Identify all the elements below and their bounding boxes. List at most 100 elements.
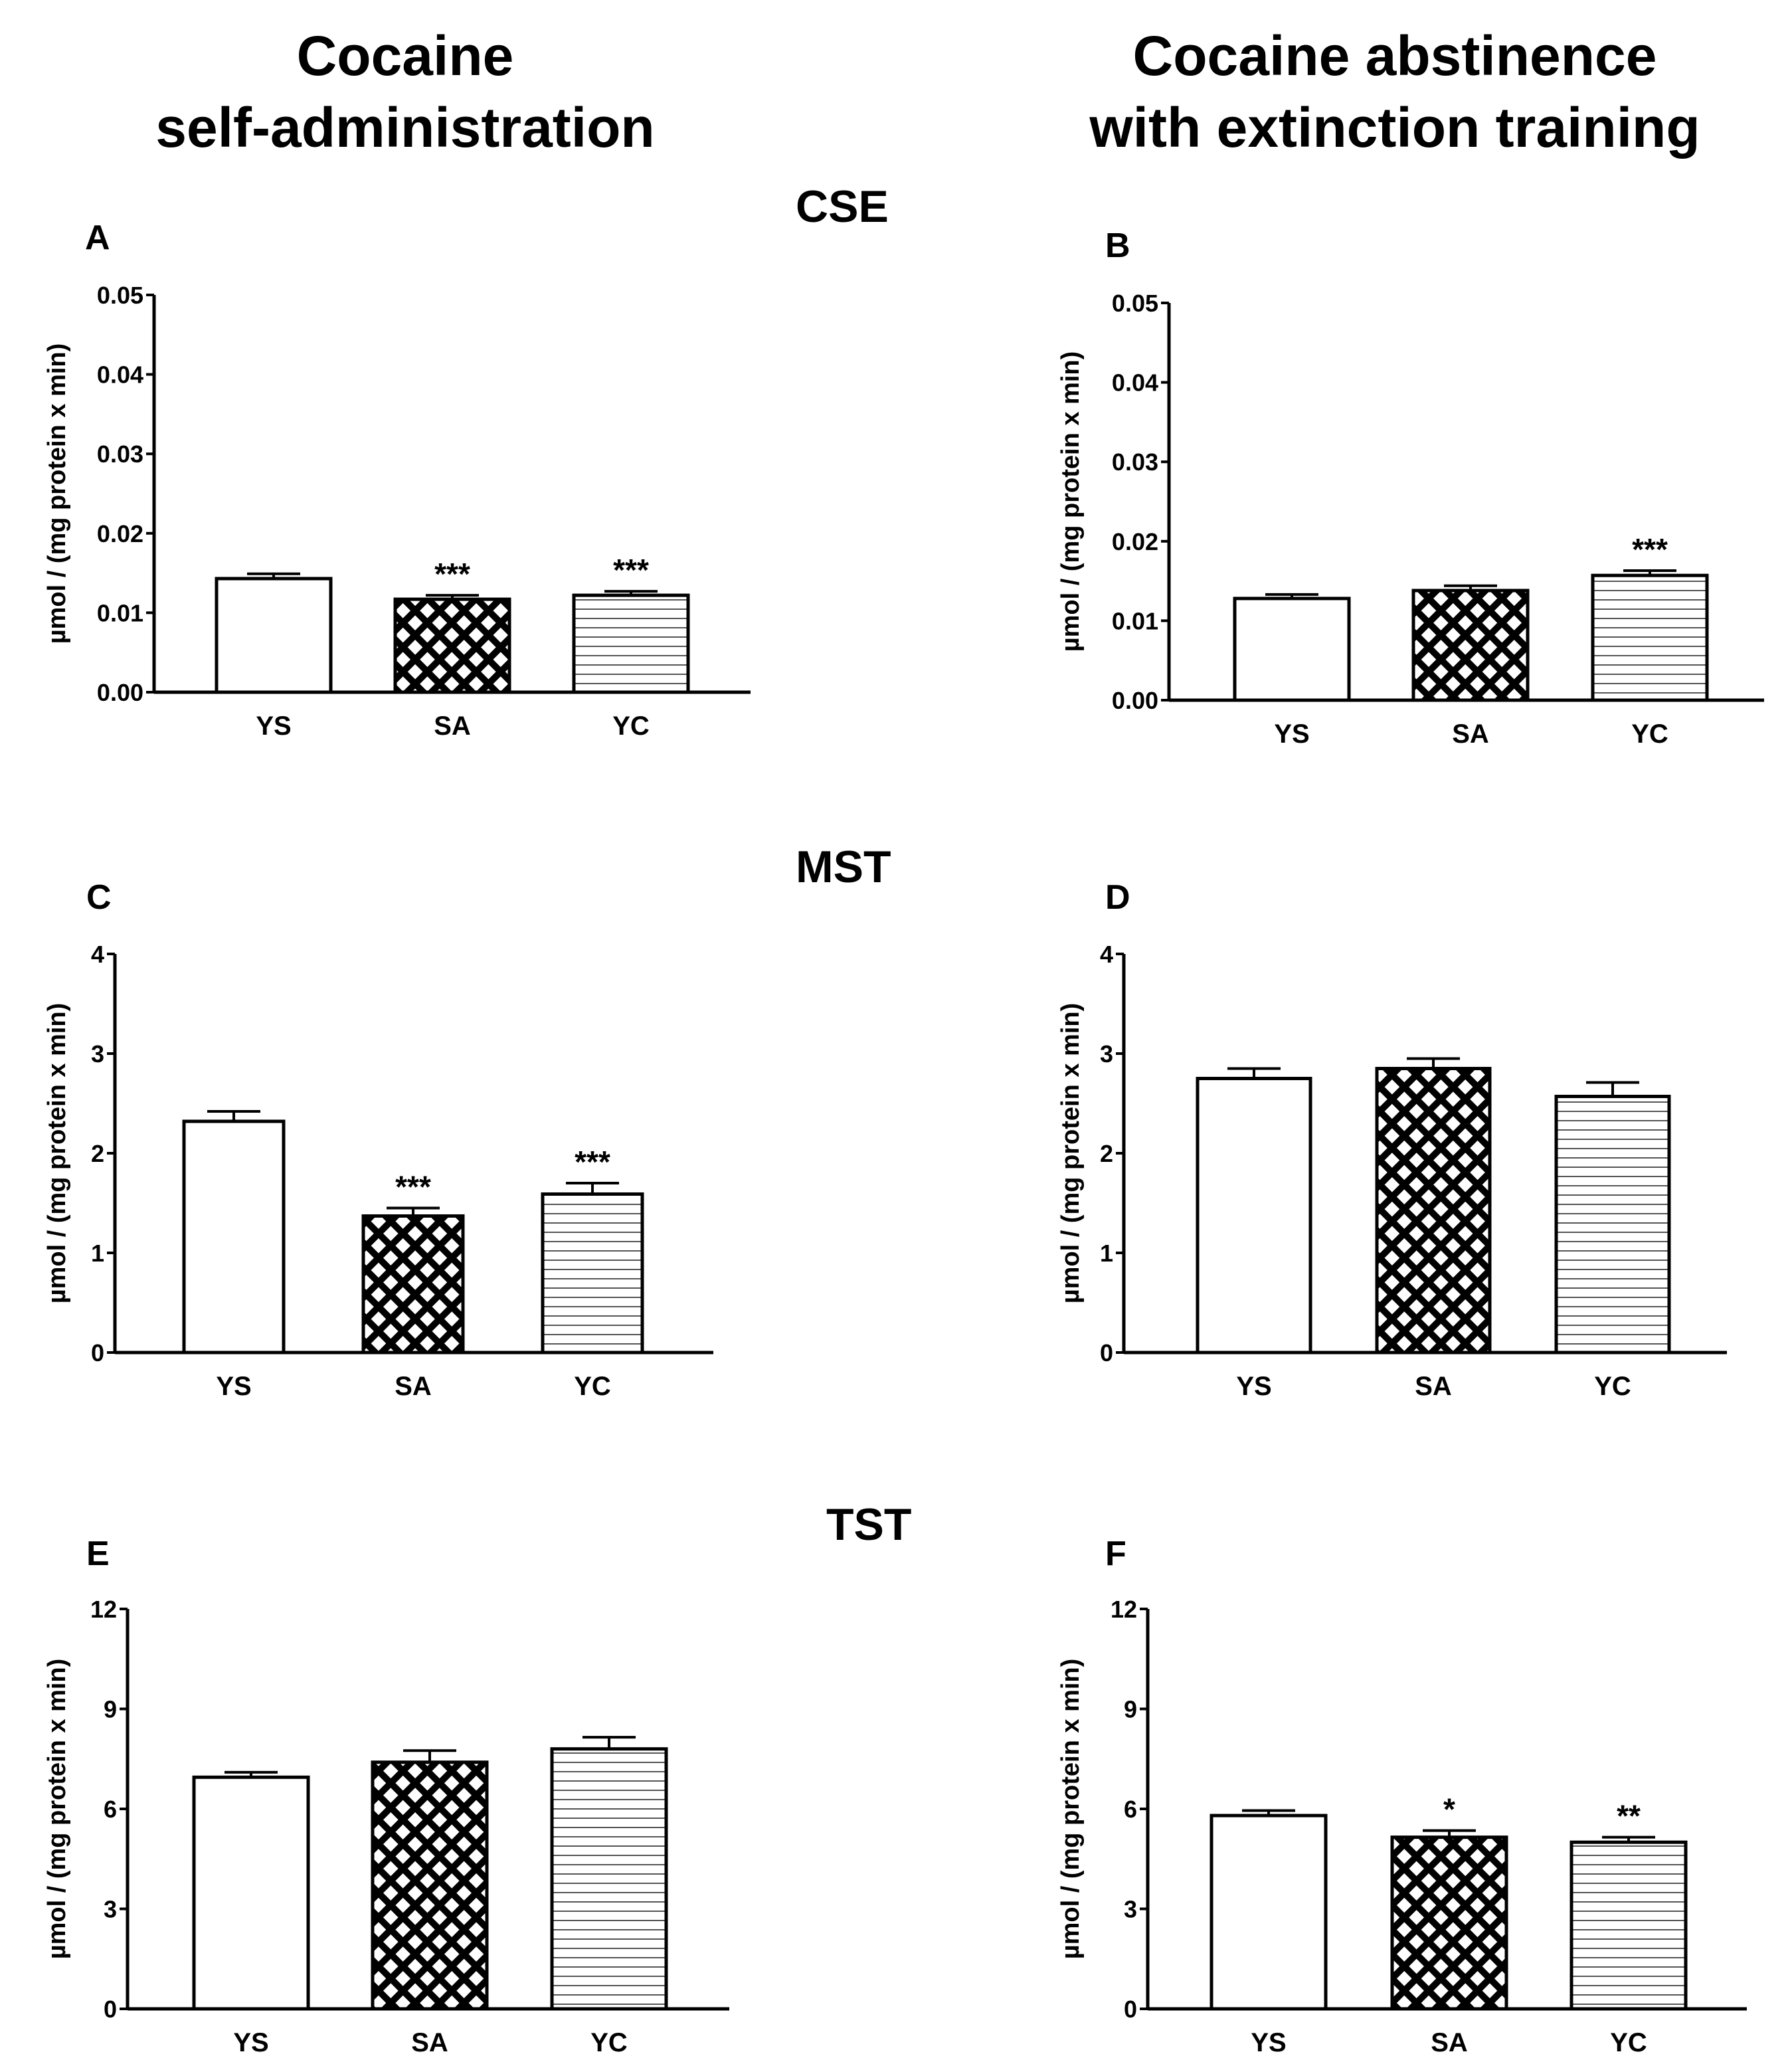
column-title-line-2: with extinction training [1089,96,1700,159]
y-tick-label: 9 [104,1696,117,1723]
bar-ys [215,577,333,694]
bar-sa [1390,1835,1508,2011]
bar-yc [550,1747,668,2011]
bar-yc [1554,1095,1671,1355]
category-label-ys: YS [1274,719,1309,749]
category-label-ys: YS [256,711,291,741]
y-tick-label: 0 [104,1996,117,2023]
y-tick-label: 0.04 [97,361,143,389]
panel-letter-b: B [1105,227,1130,265]
y-tick-label: 2 [1100,1140,1113,1167]
significance-marker-sa: * [1443,1792,1455,1827]
y-tick-label: 0.01 [1112,607,1158,634]
y-tick-label: 3 [1100,1040,1113,1068]
category-label-sa: SA [1431,2028,1468,2057]
column-title-abstinence: Cocaine abstinence with extinction train… [1030,20,1760,163]
bar-ys [192,1775,310,2011]
bar-yc [572,593,690,694]
panel-letter-e: E [86,1535,110,1573]
section-title-mst: MST [796,842,891,892]
bar-ys [1210,1814,1328,2011]
y-tick-label: 3 [91,1040,104,1068]
significance-marker-yc: *** [575,1145,610,1179]
significance-marker-yc: ** [1617,1799,1641,1833]
y-tick-label: 0.02 [1112,528,1158,555]
column-title-line-1: Cocaine abstinence [1132,25,1657,87]
category-label-ys: YS [1236,1372,1271,1401]
y-tick-label: 0 [1100,1339,1113,1366]
category-label-sa: SA [1415,1372,1452,1401]
y-tick-label: 3 [1124,1896,1137,1923]
category-label-yc: YC [612,711,650,741]
significance-marker-yc: *** [1632,532,1668,567]
section-title-cse: CSE [796,181,889,232]
y-tick-label: 4 [1100,941,1113,968]
column-title-line-2: self-administration [155,96,655,159]
significance-marker-sa: *** [395,1170,431,1204]
category-label-sa: SA [411,2028,448,2057]
y-tick-label: 0.03 [97,440,143,468]
panel-letter-c: C [86,878,112,917]
category-label-sa: SA [395,1372,432,1401]
y-tick-label: 9 [1124,1696,1137,1723]
column-title-line-1: Cocaine [296,25,514,87]
column-title-self-administration: Cocaine self-administration [73,20,737,163]
y-tick-label: 4 [91,941,104,968]
bar-sa [1375,1067,1492,1355]
y-tick-label: 0.00 [97,679,143,706]
y-tick-label: 6 [1124,1796,1137,1823]
category-label-ys: YS [216,1372,251,1401]
category-label-sa: SA [1452,719,1489,749]
y-tick-label: 12 [1111,1596,1137,1623]
bar-sa [361,1214,465,1355]
y-tick-label: 12 [90,1596,117,1623]
y-axis-label: µmol / (mg protein x min) [43,1659,71,1960]
category-label-ys: YS [233,2028,268,2057]
bar-sa [393,597,511,694]
category-label-sa: SA [434,711,471,741]
y-tick-label: 0.05 [97,282,143,309]
y-axis-label: µmol / (mg protein x min) [43,343,71,644]
y-tick-label: 3 [104,1896,117,1923]
bar-ys [1233,597,1351,702]
y-tick-label: 6 [104,1796,117,1823]
y-tick-label: 0.00 [1112,687,1158,714]
panel-letter-a: A [85,219,110,257]
y-tick-label: 0 [1124,1996,1137,2023]
bar-yc [1591,573,1709,702]
y-axis-label: µmol / (mg protein x min) [1057,1003,1085,1304]
y-tick-label: 0.02 [97,520,143,547]
category-label-yc: YC [1631,719,1668,749]
bar-ys [182,1119,286,1355]
y-tick-label: 0.01 [97,599,143,626]
category-label-yc: YC [590,2028,628,2057]
y-axis-label: µmol / (mg protein x min) [1057,351,1085,652]
category-label-yc: YC [574,1372,611,1401]
significance-marker-yc: *** [613,553,649,587]
bar-yc [541,1192,644,1355]
category-label-ys: YS [1251,2028,1286,2057]
bar-yc [1569,1840,1688,2011]
panel-letter-f: F [1105,1535,1126,1573]
y-tick-label: 0 [91,1339,104,1366]
significance-marker-sa: *** [434,557,470,591]
bar-sa [371,1760,489,2011]
category-label-yc: YC [1610,2028,1647,2057]
y-axis-label: µmol / (mg protein x min) [43,1003,71,1304]
category-label-yc: YC [1594,1372,1631,1401]
y-tick-label: 0.05 [1112,290,1158,317]
y-tick-label: 0.04 [1112,369,1158,397]
y-axis-label: µmol / (mg protein x min) [1057,1659,1085,1960]
panel-letter-d: D [1105,878,1130,917]
section-title-tst: TST [826,1499,912,1550]
bar-ys [1196,1077,1312,1355]
y-tick-label: 1 [91,1240,104,1267]
y-tick-label: 1 [1100,1240,1113,1267]
bar-sa [1411,589,1530,702]
